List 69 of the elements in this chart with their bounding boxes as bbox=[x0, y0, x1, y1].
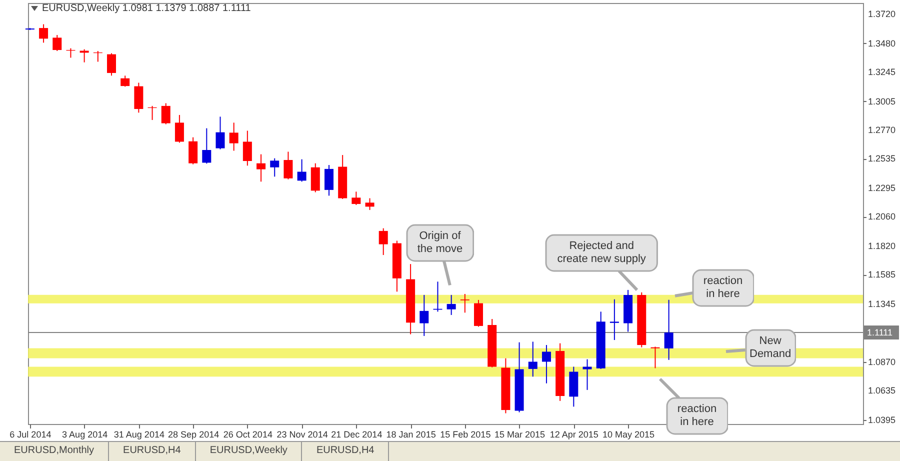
x-tick-label: 31 Aug 2014 bbox=[114, 430, 164, 440]
x-tick-label: 18 Jan 2015 bbox=[386, 430, 436, 440]
candlestick bbox=[52, 34, 62, 52]
chart-tab: EURUSD,H4 bbox=[109, 442, 196, 461]
x-tick-label: 23 Nov 2014 bbox=[276, 430, 328, 440]
candlestick bbox=[610, 298, 619, 340]
x-tick-label: 3 Aug 2014 bbox=[62, 430, 108, 440]
candlestick bbox=[460, 293, 470, 314]
chart-tab: EURUSD,Monthly bbox=[0, 442, 110, 461]
chart-title: EURUSD,Weekly 1.0981 1.1379 1.0887 1.1111 bbox=[42, 3, 251, 14]
y-tick-label: 1.3480 bbox=[868, 38, 896, 48]
candlestick bbox=[216, 116, 225, 150]
candlestick bbox=[202, 128, 212, 164]
candlestick bbox=[174, 114, 184, 144]
candlestick bbox=[242, 130, 252, 166]
candlestick bbox=[446, 294, 456, 316]
candlestick bbox=[270, 158, 280, 178]
y-tick-label: 1.2295 bbox=[868, 182, 896, 193]
x-tick-label: 21 Dec 2014 bbox=[331, 430, 382, 440]
annotation: New Demand bbox=[748, 334, 792, 361]
candlestick bbox=[474, 299, 484, 328]
candlestick bbox=[582, 358, 592, 390]
x-tick-label: 15 Mar 2015 bbox=[494, 430, 546, 440]
candlestick bbox=[297, 158, 306, 182]
annotation: reaction in here bbox=[702, 275, 744, 301]
candlestick bbox=[542, 344, 551, 384]
annotation: Origin of the move bbox=[416, 230, 464, 256]
chart-tab: EURUSD,Weekly bbox=[196, 442, 302, 461]
y-tick-label: 1.1345 bbox=[868, 298, 896, 309]
x-tick-label: 12 Apr 2015 bbox=[550, 430, 598, 440]
y-tick-label: 1.0635 bbox=[868, 386, 896, 396]
candlestick bbox=[378, 228, 388, 256]
y-tick-label: 1.3005 bbox=[868, 96, 896, 106]
y-tick-label: 1.1585 bbox=[868, 270, 896, 280]
candlestick bbox=[310, 162, 320, 193]
candlestick bbox=[324, 164, 334, 196]
x-tick-label: 15 Feb 2015 bbox=[440, 430, 491, 440]
y-tick-label: 1.3720 bbox=[868, 8, 896, 19]
annotation: Rejected and create new supply bbox=[556, 240, 647, 266]
x-tick-label: 28 Sep 2014 bbox=[168, 430, 220, 440]
candlestick bbox=[664, 299, 674, 360]
candlestick bbox=[107, 52, 116, 76]
y-tick-label: 1.3245 bbox=[868, 66, 896, 77]
chart-tab: EURUSD,H4 bbox=[302, 442, 390, 461]
candlestick bbox=[120, 75, 130, 88]
candlestick bbox=[420, 294, 429, 336]
candlestick bbox=[161, 102, 170, 125]
x-tick-label: 10 May 2015 bbox=[602, 430, 655, 440]
y-tick-label: 1.0870 bbox=[868, 356, 896, 367]
x-tick-label: 26 Oct 2014 bbox=[223, 430, 272, 440]
y-tick-label: 1.2770 bbox=[868, 124, 896, 135]
candlestick bbox=[134, 82, 144, 114]
y-tick-label: 1.0395 bbox=[868, 414, 896, 425]
candlestick bbox=[39, 24, 48, 44]
candlestick bbox=[229, 122, 238, 152]
candlestick bbox=[80, 48, 89, 63]
candlestick bbox=[650, 346, 660, 369]
x-tick-label: 6 Jul 2014 bbox=[10, 430, 52, 440]
ref-line-label: 1.1111 bbox=[867, 328, 893, 338]
candlestick bbox=[256, 154, 266, 182]
candlestick bbox=[188, 136, 198, 165]
candlestick bbox=[528, 341, 538, 378]
annotation: reaction in here bbox=[676, 403, 718, 429]
candlestick bbox=[365, 198, 374, 210]
candlestick bbox=[352, 191, 361, 206]
y-tick-label: 1.1820 bbox=[868, 240, 896, 251]
y-tick-label: 1.2060 bbox=[868, 212, 896, 222]
candlestick bbox=[284, 151, 293, 180]
y-tick-label: 1.2535 bbox=[868, 154, 896, 164]
